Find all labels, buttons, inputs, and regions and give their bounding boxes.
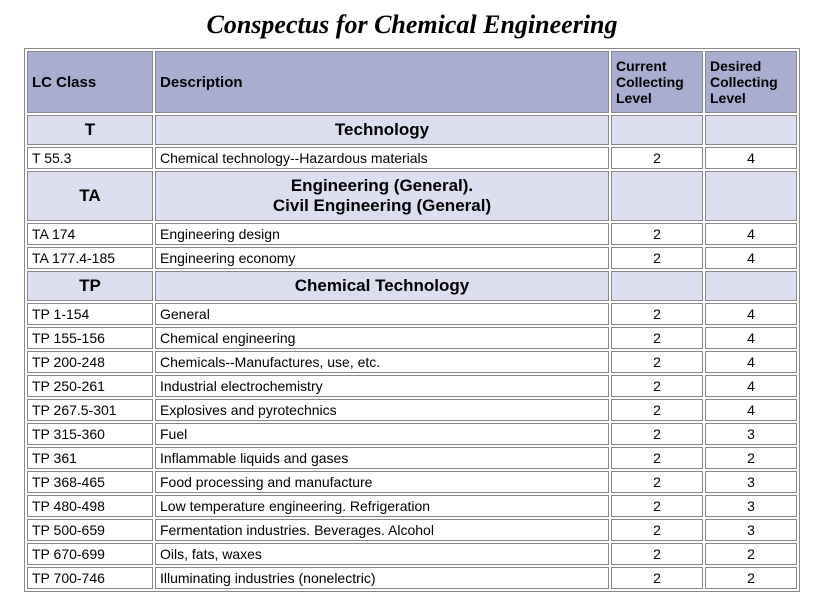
- cell-desired: 2: [705, 543, 797, 565]
- table-row: TP 250-261Industrial electrochemistry24: [27, 375, 797, 397]
- table-row: TP 315-360Fuel23: [27, 423, 797, 445]
- cell-desired: 3: [705, 471, 797, 493]
- cell-desc: Engineering design: [155, 223, 609, 245]
- table-body: TTechnologyT 55.3Chemical technology--Ha…: [27, 115, 797, 589]
- cell-lc: TP 700-746: [27, 567, 153, 589]
- section-row: TTechnology: [27, 115, 797, 145]
- table-header-row: LC Class Description Current Collecting …: [27, 51, 797, 113]
- table-row: TA 177.4-185Engineering economy24: [27, 247, 797, 269]
- cell-desc: Chemicals--Manufactures, use, etc.: [155, 351, 609, 373]
- page-title: Conspectus for Chemical Engineering: [24, 10, 800, 40]
- cell-lc: TP 267.5-301: [27, 399, 153, 421]
- cell-desired: 4: [705, 327, 797, 349]
- cell-desc: Oils, fats, waxes: [155, 543, 609, 565]
- cell-lc: TP 500-659: [27, 519, 153, 541]
- cell-desired: 4: [705, 223, 797, 245]
- cell-desired: 4: [705, 375, 797, 397]
- cell-desc: Fermentation industries. Beverages. Alco…: [155, 519, 609, 541]
- cell-desired: 2: [705, 567, 797, 589]
- table-row: TP 200-248Chemicals--Manufactures, use, …: [27, 351, 797, 373]
- col-header-lc: LC Class: [27, 51, 153, 113]
- cell-desc: Chemical engineering: [155, 327, 609, 349]
- cell-current: 2: [611, 147, 703, 169]
- cell-desc: Engineering economy: [155, 247, 609, 269]
- cell-current: 2: [611, 519, 703, 541]
- cell-current: 2: [611, 351, 703, 373]
- cell-current: 2: [611, 247, 703, 269]
- cell-lc: TP 1-154: [27, 303, 153, 325]
- table-row: TP 480-498Low temperature engineering. R…: [27, 495, 797, 517]
- section-current-empty: [611, 271, 703, 301]
- section-desc: Technology: [155, 115, 609, 145]
- cell-lc: TP 315-360: [27, 423, 153, 445]
- section-desc: Chemical Technology: [155, 271, 609, 301]
- cell-desc: Fuel: [155, 423, 609, 445]
- cell-desc: Inflammable liquids and gases: [155, 447, 609, 469]
- cell-lc: TP 200-248: [27, 351, 153, 373]
- col-header-desired: Desired Collecting Level: [705, 51, 797, 113]
- cell-current: 2: [611, 399, 703, 421]
- cell-current: 2: [611, 223, 703, 245]
- section-row: TAEngineering (General). Civil Engineeri…: [27, 171, 797, 221]
- cell-lc: TP 155-156: [27, 327, 153, 349]
- col-header-current: Current Collecting Level: [611, 51, 703, 113]
- cell-desired: 2: [705, 447, 797, 469]
- cell-lc: TP 670-699: [27, 543, 153, 565]
- section-lc: T: [27, 115, 153, 145]
- cell-lc: TP 361: [27, 447, 153, 469]
- cell-desired: 4: [705, 147, 797, 169]
- cell-current: 2: [611, 567, 703, 589]
- section-row: TPChemical Technology: [27, 271, 797, 301]
- cell-desired: 3: [705, 495, 797, 517]
- cell-desc: Industrial electrochemistry: [155, 375, 609, 397]
- section-lc: TP: [27, 271, 153, 301]
- cell-desired: 4: [705, 247, 797, 269]
- cell-desc: Chemical technology--Hazardous materials: [155, 147, 609, 169]
- table-row: TP 361Inflammable liquids and gases22: [27, 447, 797, 469]
- section-desc: Engineering (General). Civil Engineering…: [155, 171, 609, 221]
- table-row: T 55.3Chemical technology--Hazardous mat…: [27, 147, 797, 169]
- cell-desired: 3: [705, 423, 797, 445]
- cell-current: 2: [611, 495, 703, 517]
- cell-desc: General: [155, 303, 609, 325]
- cell-current: 2: [611, 543, 703, 565]
- cell-lc: TA 177.4-185: [27, 247, 153, 269]
- cell-desc: Illuminating industries (nonelectric): [155, 567, 609, 589]
- table-row: TP 267.5-301Explosives and pyrotechnics2…: [27, 399, 797, 421]
- cell-lc: TP 250-261: [27, 375, 153, 397]
- cell-current: 2: [611, 375, 703, 397]
- cell-desired: 4: [705, 351, 797, 373]
- cell-current: 2: [611, 303, 703, 325]
- table-row: TP 368-465Food processing and manufactur…: [27, 471, 797, 493]
- cell-current: 2: [611, 327, 703, 349]
- cell-current: 2: [611, 471, 703, 493]
- table-row: TP 670-699Oils, fats, waxes22: [27, 543, 797, 565]
- section-desired-empty: [705, 271, 797, 301]
- table-row: TP 700-746Illuminating industries (nonel…: [27, 567, 797, 589]
- cell-desc: Food processing and manufacture: [155, 471, 609, 493]
- table-row: TP 1-154General24: [27, 303, 797, 325]
- cell-desc: Low temperature engineering. Refrigerati…: [155, 495, 609, 517]
- cell-lc: TP 368-465: [27, 471, 153, 493]
- section-lc: TA: [27, 171, 153, 221]
- cell-desired: 4: [705, 303, 797, 325]
- section-current-empty: [611, 171, 703, 221]
- section-desired-empty: [705, 171, 797, 221]
- cell-desired: 3: [705, 519, 797, 541]
- table-row: TP 155-156Chemical engineering24: [27, 327, 797, 349]
- cell-lc: TP 480-498: [27, 495, 153, 517]
- table-row: TP 500-659Fermentation industries. Bever…: [27, 519, 797, 541]
- cell-desc: Explosives and pyrotechnics: [155, 399, 609, 421]
- cell-lc: T 55.3: [27, 147, 153, 169]
- section-current-empty: [611, 115, 703, 145]
- cell-lc: TA 174: [27, 223, 153, 245]
- conspectus-table: LC Class Description Current Collecting …: [24, 48, 800, 592]
- section-desired-empty: [705, 115, 797, 145]
- col-header-desc: Description: [155, 51, 609, 113]
- table-row: TA 174Engineering design24: [27, 223, 797, 245]
- cell-desired: 4: [705, 399, 797, 421]
- cell-current: 2: [611, 447, 703, 469]
- cell-current: 2: [611, 423, 703, 445]
